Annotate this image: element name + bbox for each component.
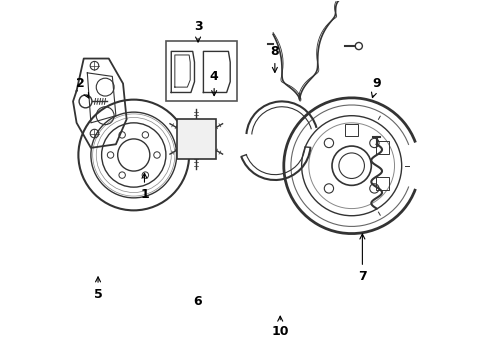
Bar — [375, 177, 388, 190]
Text: 5: 5 — [94, 277, 102, 301]
Text: 10: 10 — [271, 316, 288, 338]
Text: 6: 6 — [193, 295, 202, 308]
FancyBboxPatch shape — [176, 119, 216, 158]
Text: 2: 2 — [76, 77, 89, 98]
Text: 7: 7 — [357, 234, 366, 283]
Bar — [165, 41, 237, 102]
Text: 4: 4 — [209, 70, 218, 96]
Text: 3: 3 — [193, 20, 202, 42]
Text: 1: 1 — [140, 173, 148, 201]
Bar — [375, 141, 388, 154]
Text: 9: 9 — [371, 77, 380, 98]
Text: 8: 8 — [270, 45, 279, 72]
Bar — [345, 123, 357, 136]
